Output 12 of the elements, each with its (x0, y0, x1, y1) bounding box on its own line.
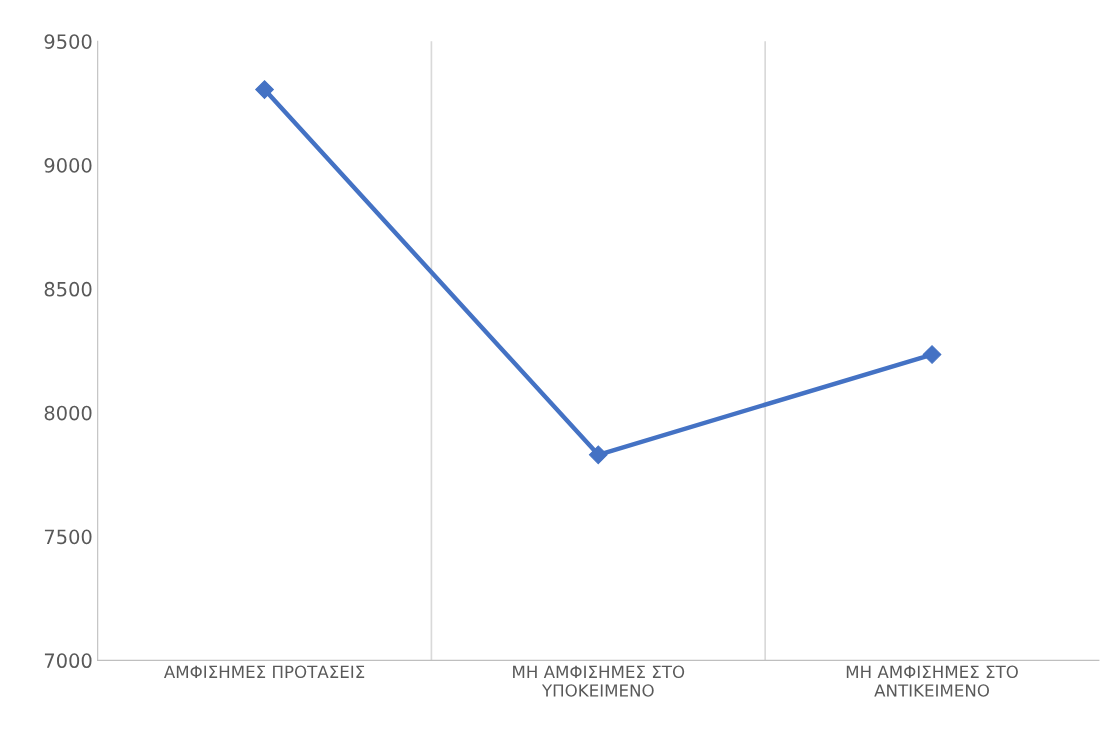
x-tick-label: ΜΗ ΑΜΦΙΣΗΜΕΣ ΣΤΟ ΑΝΤΙΚΕΙΜΕΝΟ (846, 665, 1018, 697)
y-tick-label: 9500 (44, 34, 92, 49)
y-tick-label: 8000 (44, 405, 92, 421)
y-tick-label: 8500 (44, 281, 92, 297)
point (588, 445, 608, 465)
point (255, 80, 274, 99)
y-tick-label: 7000 (44, 653, 92, 669)
x-tick-label: ΜΗ ΑΜΦΙΣΗΜΕΣ ΣΤΟ ΥΠΟΚΕΙΜΕΝΟ (513, 665, 685, 697)
point (922, 345, 942, 364)
y-tick-label: 7500 (44, 529, 92, 545)
x-tick-label: ΑΜΦΙΣΗΜΕΣ ΠΡΟΤΑΣΕΙΣ (163, 665, 365, 679)
y-tick-label: 9000 (44, 158, 92, 173)
